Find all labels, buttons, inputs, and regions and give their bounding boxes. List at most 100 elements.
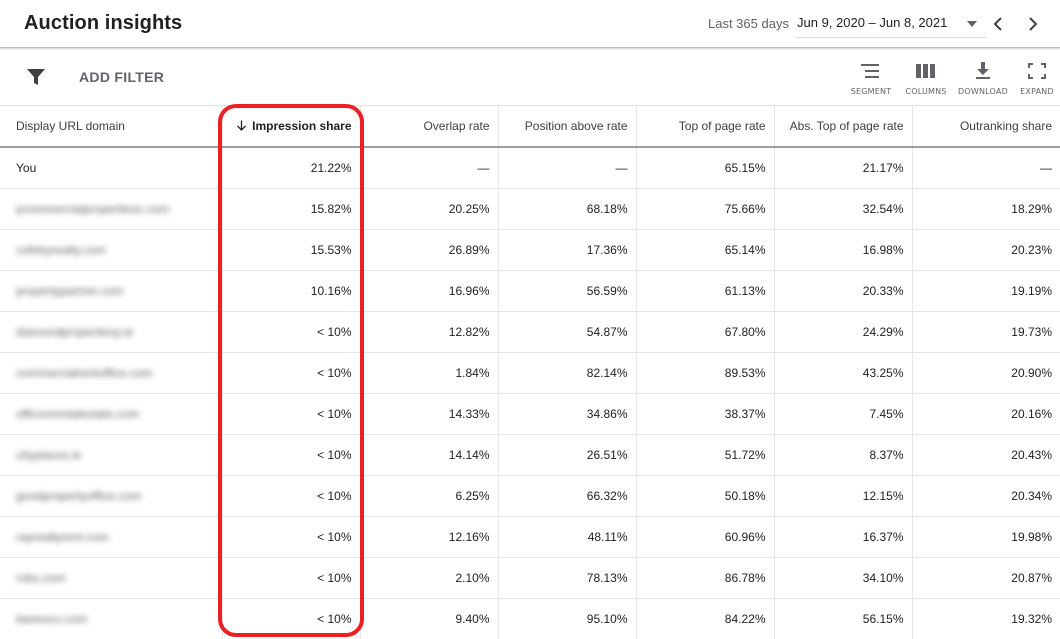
impression-share-cell: < 10% — [221, 598, 360, 639]
top-of-page-rate-cell: 60.96% — [635, 516, 774, 558]
impression-share-cell: 15.53% — [221, 229, 360, 271]
impression-share-cell: < 10% — [221, 352, 360, 394]
position-above-rate-cell: 66.32% — [497, 475, 636, 517]
position-above-rate-cell: 56.59% — [497, 270, 636, 312]
overlap-rate-cell: 14.33% — [359, 393, 498, 435]
top-of-page-rate-cell: 38.37% — [635, 393, 774, 435]
overlap-rate-cell: 1.84% — [359, 352, 498, 394]
domain-cell: officesrentalestate.com — [0, 393, 222, 435]
impression-share-cell: < 10% — [221, 516, 360, 558]
position-above-rate-cell: 95.10% — [497, 598, 636, 639]
domain-text: cityplaces.ie — [16, 447, 82, 462]
abs-top-of-page-rate-cell: 20.33% — [773, 270, 912, 312]
domain-cell: cofebyrealty.com — [0, 229, 222, 271]
columns-icon — [916, 64, 935, 78]
top-of-page-rate-cell: 84.22% — [635, 598, 774, 639]
overlap-rate-cell: — — [359, 147, 498, 189]
table-row: rayrealtyrent.com < 10% 12.16% 48.11% 60.96%… — [0, 516, 1060, 558]
download-button[interactable]: DOWNLOAD — [955, 62, 1011, 98]
chevron-right-icon[interactable] — [1024, 14, 1042, 34]
domain-cell: pcommercialpropertiesc.com — [0, 188, 222, 230]
date-range-label: Last 365 days — [708, 16, 789, 31]
outranking-share-cell: 19.19% — [911, 270, 1060, 312]
table-row: cityplaces.ie < 10% 14.14% 26.51% 51.72% 8.37… — [0, 434, 1060, 476]
outranking-share-cell: 20.43% — [911, 434, 1060, 476]
column-header-position-above-rate[interactable]: Position above rate — [497, 106, 636, 148]
domain-cell: banesco.com — [0, 598, 222, 639]
domain-text: propertypartner.com — [16, 283, 124, 298]
column-header-impression-share[interactable]: Impression share — [221, 106, 360, 148]
domain-text: pcommercialpropertiesc.com — [16, 201, 170, 216]
overlap-rate-cell: 26.89% — [359, 229, 498, 271]
outranking-share-cell: 19.98% — [911, 516, 1060, 558]
filter-icon[interactable] — [26, 68, 46, 86]
expand-label: EXPAND — [1020, 87, 1054, 96]
table-row: banesco.com < 10% 9.40% 95.10% 84.22% 56.15% 1… — [0, 598, 1060, 639]
position-above-rate-cell: 17.36% — [497, 229, 636, 271]
column-header-domain[interactable]: Display URL domain — [0, 106, 222, 148]
position-above-rate-cell: — — [497, 147, 636, 189]
table-row: propertypartner.com 10.16% 16.96% 56.59% 61.… — [0, 270, 1060, 312]
table-row: goodpropertyoffice.com < 10% 6.25% 66.32% 50… — [0, 475, 1060, 517]
abs-top-of-page-rate-cell: 8.37% — [773, 434, 912, 476]
columns-label: COLUMNS — [905, 87, 947, 96]
segment-button[interactable]: SEGMENT — [843, 62, 899, 98]
date-range-select[interactable]: Jun 9, 2020 – Jun 8, 2021 — [797, 15, 948, 30]
domain-cell: goodpropertyoffice.com — [0, 475, 222, 517]
table-row: You 21.22% — —65.15% 21.17% — — [0, 147, 1060, 189]
impression-share-cell: < 10% — [221, 393, 360, 435]
impression-share-cell: 21.22% — [221, 147, 360, 189]
column-header-abs-top-of-page-rate[interactable]: Abs. Top of page rate — [773, 106, 912, 148]
abs-top-of-page-rate-cell: 32.54% — [773, 188, 912, 230]
column-header-overlap-rate[interactable]: Overlap rate — [359, 106, 498, 148]
domain-cell: robs.com — [0, 557, 222, 599]
top-of-page-rate-cell: 51.72% — [635, 434, 774, 476]
top-of-page-rate-cell: 61.13% — [635, 270, 774, 312]
outranking-share-cell: 20.16% — [911, 393, 1060, 435]
overlap-rate-cell: 16.96% — [359, 270, 498, 312]
top-of-page-rate-cell: 75.66% — [635, 188, 774, 230]
columns-button[interactable]: COLUMNS — [898, 62, 954, 98]
domain-cell: diamondpropertiesy.ie — [0, 311, 222, 353]
table-row: commercialrentoffice.com < 10% 1.84% 82.14%… — [0, 352, 1060, 394]
column-header-outranking-share[interactable]: Outranking share — [911, 106, 1060, 148]
table-row: diamondpropertiesy.ie < 10% 12.82% 54.87% 67… — [0, 311, 1060, 353]
top-of-page-rate-cell: 89.53% — [635, 352, 774, 394]
expand-icon — [1028, 63, 1046, 79]
outranking-share-cell: 20.34% — [911, 475, 1060, 517]
table-row: cofebyrealty.com 15.53% 26.89% 17.36% 65.14%… — [0, 229, 1060, 271]
outranking-share-cell: 20.87% — [911, 557, 1060, 599]
outranking-share-cell: 20.23% — [911, 229, 1060, 271]
table-row: officesrentalestate.com < 10% 14.33% 34.86%… — [0, 393, 1060, 435]
auction-insights-table: Display URL domain Impression share Over… — [0, 106, 1060, 639]
column-header-top-of-page-rate[interactable]: Top of page rate — [635, 106, 774, 148]
overlap-rate-cell: 12.82% — [359, 311, 498, 353]
domain-text: You — [16, 160, 37, 175]
expand-button[interactable]: EXPAND — [1009, 62, 1060, 98]
add-filter-button[interactable]: ADD FILTER — [79, 69, 165, 85]
table-header-row: Display URL domain Impression share Over… — [0, 106, 1060, 148]
position-above-rate-cell: 34.86% — [497, 393, 636, 435]
impression-share-cell: < 10% — [221, 475, 360, 517]
dropdown-arrow-icon[interactable] — [965, 19, 979, 29]
abs-top-of-page-rate-cell: 24.29% — [773, 311, 912, 353]
abs-top-of-page-rate-cell: 7.45% — [773, 393, 912, 435]
outranking-share-cell: 18.29% — [911, 188, 1060, 230]
outranking-share-cell: 20.90% — [911, 352, 1060, 394]
position-above-rate-cell: 54.87% — [497, 311, 636, 353]
download-label: DOWNLOAD — [958, 87, 1008, 96]
domain-text: commercialrentoffice.com — [16, 365, 153, 380]
page-title: Auction insights — [24, 12, 183, 34]
position-above-rate-cell: 26.51% — [497, 434, 636, 476]
abs-top-of-page-rate-cell: 56.15% — [773, 598, 912, 639]
abs-top-of-page-rate-cell: 12.15% — [773, 475, 912, 517]
chevron-left-icon[interactable] — [989, 14, 1007, 34]
overlap-rate-cell: 14.14% — [359, 434, 498, 476]
date-range-underline — [795, 37, 987, 38]
top-of-page-rate-cell: 67.80% — [635, 311, 774, 353]
impression-share-cell: < 10% — [221, 557, 360, 599]
outranking-share-cell: 19.32% — [911, 598, 1060, 639]
segment-label: SEGMENT — [850, 87, 892, 96]
top-of-page-rate-cell: 86.78% — [635, 557, 774, 599]
table-row: pcommercialpropertiesc.com 15.82% 20.25% 68… — [0, 188, 1060, 230]
